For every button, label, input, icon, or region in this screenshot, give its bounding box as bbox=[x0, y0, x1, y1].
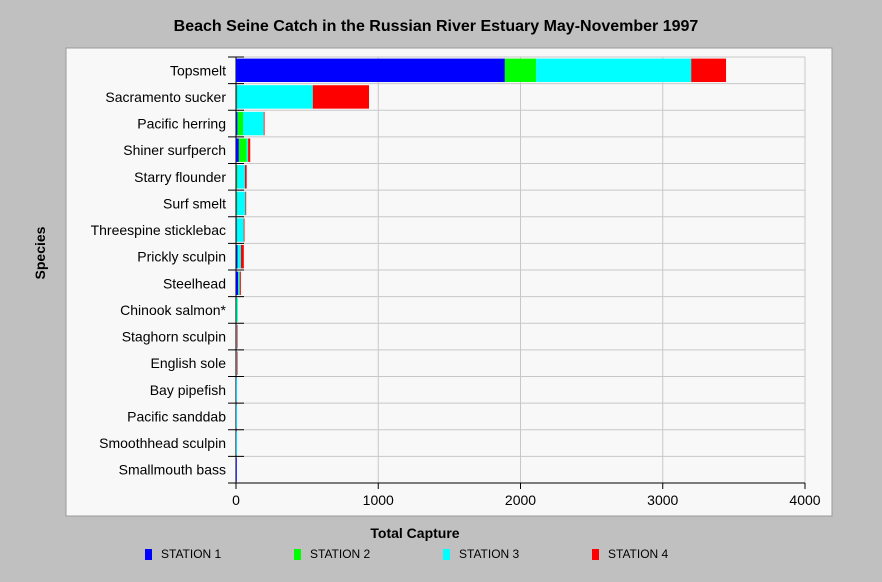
bar-threespine-sticklebac-station-2 bbox=[236, 218, 238, 242]
bar-starry-flounder-station-4 bbox=[244, 165, 247, 189]
plot-panel bbox=[65, 47, 833, 517]
category-label-smoothhead-sculpin: Smoothhead sculpin bbox=[99, 435, 226, 451]
legend-label-station-2: STATION 2 bbox=[310, 547, 371, 561]
bar-steelhead-station-1 bbox=[236, 271, 239, 296]
legend-label-station-4: STATION 4 bbox=[608, 547, 669, 561]
bar-threespine-sticklebac-station-1 bbox=[236, 218, 237, 242]
bar-chinook-salmon-station-3 bbox=[237, 298, 238, 322]
category-label-shiner-surfperch: Shiner surfperch bbox=[123, 142, 226, 158]
legend-label-station-3: STATION 3 bbox=[459, 547, 520, 561]
category-label-pacific-herring: Pacific herring bbox=[137, 116, 226, 132]
bar-prickly-sculpin-station-3 bbox=[238, 244, 241, 269]
bar-sacramento-sucker-station-4 bbox=[312, 85, 370, 109]
bar-threespine-sticklebac-station-3 bbox=[237, 218, 244, 242]
category-label-chinook-salmon: Chinook salmon* bbox=[120, 302, 226, 318]
bar-shiner-surfperch-station-4 bbox=[248, 138, 251, 162]
bar-shiner-surfperch-station-3 bbox=[246, 138, 249, 162]
bar-starry-flounder-station-3 bbox=[237, 165, 245, 189]
bar-starry-flounder-station-2 bbox=[236, 165, 238, 189]
category-label-english-sole: English sole bbox=[151, 355, 227, 371]
bar-pacific-herring-station-1 bbox=[236, 111, 238, 136]
legend-item-station-3: STATION 3 bbox=[443, 546, 519, 562]
bar-surf-smelt-station-4 bbox=[245, 191, 247, 216]
x-tick-label: 2000 bbox=[505, 492, 536, 508]
bar-chinook-salmon-station-2 bbox=[236, 298, 238, 322]
category-label-sacramento-sucker: Sacramento sucker bbox=[105, 89, 226, 105]
bar-threespine-sticklebac-station-4 bbox=[243, 218, 245, 242]
x-tick-label: 0 bbox=[232, 492, 240, 508]
legend-swatch-station-2 bbox=[294, 548, 301, 560]
category-label-staghorn-sculpin: Staghorn sculpin bbox=[122, 329, 226, 345]
category-label-threespine-sticklebac: Threespine sticklebac bbox=[91, 222, 226, 238]
bar-shiner-surfperch-station-2 bbox=[238, 138, 247, 162]
bar-prickly-sculpin-station-4 bbox=[240, 244, 244, 269]
legend-swatch-station-1 bbox=[145, 548, 152, 560]
bar-prickly-sculpin-station-2 bbox=[237, 244, 239, 269]
bar-sacramento-sucker-station-2 bbox=[236, 85, 238, 109]
category-label-surf-smelt: Surf smelt bbox=[163, 195, 226, 211]
x-axis-title: Total Capture bbox=[370, 525, 460, 541]
bar-pacific-herring-station-4 bbox=[263, 111, 265, 136]
bar-steelhead-station-4 bbox=[239, 271, 241, 296]
legend-label-station-1: STATION 1 bbox=[161, 547, 222, 561]
bar-surf-smelt-station-3 bbox=[237, 191, 246, 216]
bar-smoothhead-sculpin-station-3 bbox=[236, 431, 237, 455]
bar-pacific-sanddab-station-3 bbox=[236, 404, 237, 429]
category-label-steelhead: Steelhead bbox=[163, 275, 226, 291]
bar-topsmelt-station-1 bbox=[236, 58, 505, 83]
category-label-starry-flounder: Starry flounder bbox=[134, 169, 226, 185]
bar-english-sole-station-4 bbox=[236, 351, 238, 375]
legend-swatch-station-4 bbox=[592, 548, 599, 560]
category-label-pacific-sanddab: Pacific sanddab bbox=[127, 408, 226, 424]
category-label-bay-pipefish: Bay pipefish bbox=[150, 382, 226, 398]
bar-surf-smelt-station-1 bbox=[236, 191, 237, 216]
category-label-topsmelt: Topsmelt bbox=[170, 62, 226, 78]
x-tick-label: 1000 bbox=[363, 492, 394, 508]
category-label-smallmouth-bass: Smallmouth bass bbox=[119, 462, 226, 478]
bar-sacramento-sucker-station-1 bbox=[236, 85, 237, 109]
x-tick-label: 3000 bbox=[647, 492, 678, 508]
legend-item-station-2: STATION 2 bbox=[294, 546, 370, 562]
category-label-prickly-sculpin: Prickly sculpin bbox=[137, 249, 226, 265]
bar-prickly-sculpin-station-1 bbox=[236, 244, 238, 269]
bar-shiner-surfperch-station-1 bbox=[236, 138, 239, 162]
bar-surf-smelt-station-2 bbox=[236, 191, 238, 216]
bar-starry-flounder-station-1 bbox=[236, 165, 237, 189]
y-axis-title: Species bbox=[32, 226, 48, 280]
x-tick-label: 4000 bbox=[789, 492, 820, 508]
legend-swatch-station-3 bbox=[443, 548, 450, 560]
bar-topsmelt-station-3 bbox=[536, 58, 692, 83]
bar-sacramento-sucker-station-3 bbox=[237, 85, 313, 109]
bar-steelhead-station-2 bbox=[238, 271, 239, 296]
bar-smallmouth-bass-station-1 bbox=[236, 457, 237, 482]
bar-steelhead-station-3 bbox=[238, 271, 240, 296]
legend-item-station-4: STATION 4 bbox=[592, 546, 668, 562]
bar-staghorn-sculpin-station-4 bbox=[236, 324, 238, 349]
legend-item-station-1: STATION 1 bbox=[145, 546, 221, 562]
bar-pacific-herring-station-3 bbox=[243, 111, 264, 136]
bar-topsmelt-station-4 bbox=[691, 58, 727, 83]
bar-topsmelt-station-2 bbox=[504, 58, 537, 83]
bar-bay-pipefish-station-3 bbox=[236, 378, 237, 402]
chart-title: Beach Seine Catch in the Russian River E… bbox=[173, 18, 699, 35]
bar-pacific-herring-station-2 bbox=[237, 111, 244, 136]
